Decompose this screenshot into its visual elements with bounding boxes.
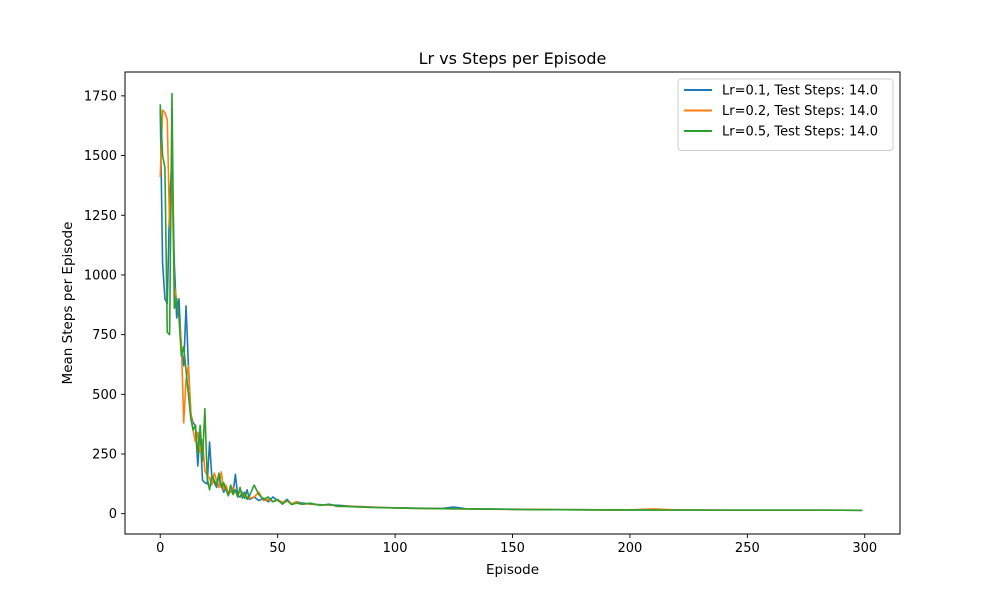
x-axis: 0 50 100 150 200 250 300 — [156, 534, 877, 556]
x-tick-label: 200 — [618, 541, 643, 556]
legend-box — [677, 78, 894, 151]
legend-label-2: Lr=0.2, Test Steps: 14.0 — [722, 104, 878, 119]
x-tick-label: 100 — [383, 541, 408, 556]
plot-area — [159, 92, 863, 512]
y-tick-label: 500 — [92, 388, 117, 403]
chart-title: Lr vs Steps per Episode — [419, 49, 607, 68]
y-axis-label: Mean Steps per Episode — [60, 222, 76, 385]
y-tick-label: 1750 — [84, 89, 117, 104]
legend-label-3: Lr=0.5, Test Steps: 14.0 — [722, 125, 878, 140]
y-tick-label: 1250 — [84, 209, 117, 224]
y-tick-label: 250 — [92, 448, 117, 463]
y-tick-label: 1500 — [84, 149, 117, 164]
y-tick-label: 750 — [92, 328, 117, 343]
x-axis-label: Episode — [486, 562, 539, 578]
y-axis: 0 250 500 750 1000 1250 1500 1750 — [84, 89, 125, 522]
x-tick-label: 150 — [500, 541, 525, 556]
x-tick-label: 0 — [156, 541, 164, 556]
x-tick-label: 50 — [269, 541, 286, 556]
series-line-3 — [159, 92, 863, 512]
x-tick-label: 250 — [735, 541, 760, 556]
y-tick-label: 1000 — [84, 268, 117, 283]
legend-label-1: Lr=0.1, Test Steps: 14.0 — [722, 84, 878, 99]
x-tick-label: 300 — [852, 541, 877, 556]
legend: Lr=0.1, Test Steps: 14.0 Lr=0.2, Test Ste… — [677, 78, 894, 151]
y-tick-label: 0 — [109, 507, 117, 522]
